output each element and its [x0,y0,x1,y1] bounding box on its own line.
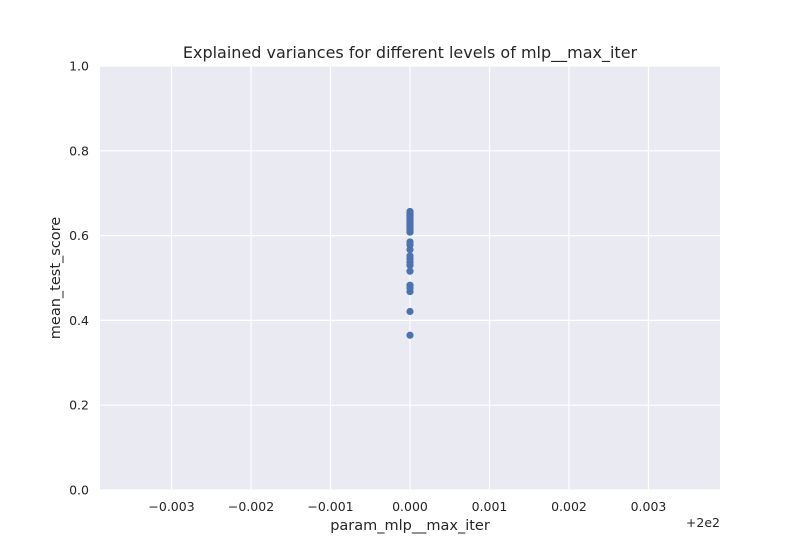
y-tick-label: 0.6 [69,228,89,243]
x-tick-label: −0.002 [228,499,274,514]
chart-title: Explained variances for different levels… [183,43,638,63]
data-point [406,267,414,275]
data-point [406,245,414,254]
data-point [406,331,414,339]
y-axis-label: mean_test_score [48,217,64,340]
x-tick-label: 0.000 [392,499,428,514]
y-tick-label: 1.0 [69,59,89,74]
y-tick-label: 0.0 [69,483,89,498]
x-tick-label: −0.001 [307,499,353,514]
x-tick-label: 0.001 [472,499,508,514]
data-point [406,287,414,296]
data-point [406,307,414,316]
data-point [406,261,414,269]
x-tick-label: −0.003 [148,499,194,514]
x-axis-label: param_mlp__max_iter [330,518,490,534]
y-tick-label: 0.4 [69,313,89,328]
data-point [406,228,414,236]
x-tick-labels: −0.003 −0.002 −0.001 0.000 0.001 0.002 0.003 [148,499,666,514]
y-tick-label: 0.8 [69,143,89,158]
y-tick-label: 0.2 [69,398,89,413]
data-points [406,207,414,339]
y-tick-labels: 0.0 0.2 0.4 0.6 0.8 1.0 [69,59,89,498]
x-axis-offset-label: +2e2 [686,515,720,530]
x-tick-label: 0.003 [631,499,667,514]
x-tick-label: 0.002 [551,499,587,514]
